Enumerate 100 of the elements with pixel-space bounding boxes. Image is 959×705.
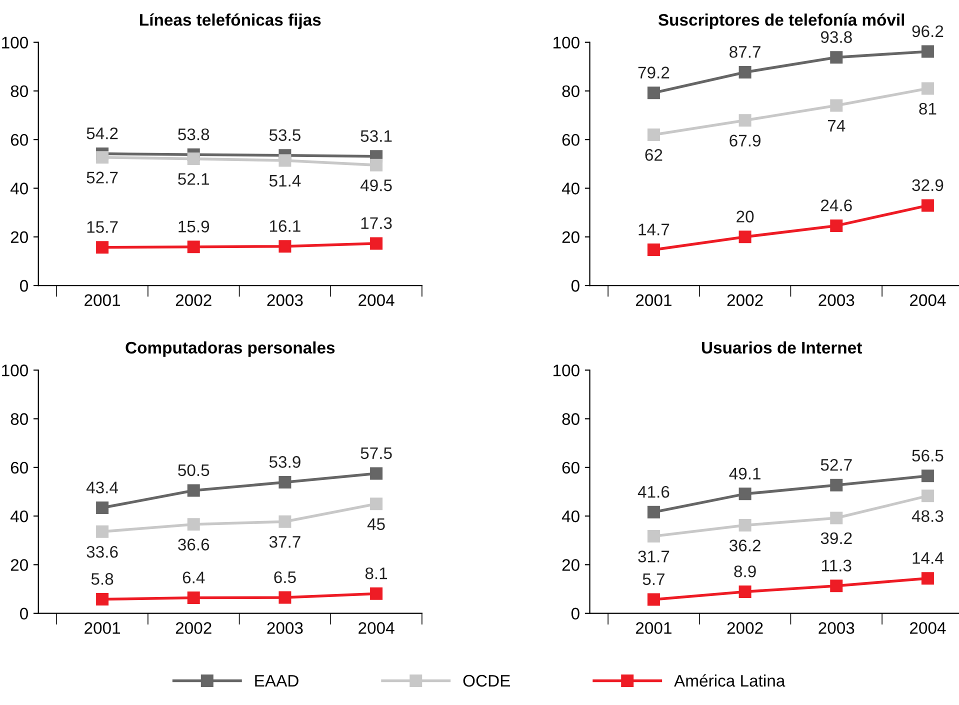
data-label: 5.8 [91,573,114,585]
data-label: 14.7 [638,224,670,236]
y-tick-label: 40 [10,182,28,194]
x-tick-label: 2001 [84,294,120,306]
point [187,518,200,531]
point [278,240,292,253]
point [921,199,934,212]
point [96,151,109,164]
point [96,241,109,254]
point [830,478,843,492]
point [370,158,383,172]
chart-title: Suscriptores de telefonía móvil [658,13,904,30]
point [187,484,200,497]
y-tick-label: 100 [554,36,580,49]
data-label: 43.4 [86,482,118,494]
point [830,51,843,64]
data-label: 52.7 [86,172,118,184]
data-label: 6.4 [182,572,205,584]
point [738,230,752,244]
y-tick-label: 60 [10,134,28,146]
point [830,512,843,524]
legend-label: EAAD [255,675,298,687]
point [647,506,660,518]
data-label: 53.1 [360,130,392,142]
y-tick-label: 20 [10,231,28,244]
data-label: 96.2 [912,25,944,38]
y-tick-label: 0 [571,608,580,620]
legend-label: América Latina [674,674,786,687]
data-label: 14.4 [912,552,944,564]
data-label: 56.5 [912,450,944,462]
y-tick-label: 40 [562,182,580,194]
point [647,593,660,606]
point [96,592,109,606]
data-label: 67.9 [730,134,760,147]
data-label: 20 [736,210,754,222]
point [738,585,752,598]
y-tick-label: 60 [562,462,580,474]
point [278,476,292,488]
point [278,154,292,167]
data-label: 45 [367,518,385,530]
data-label: 53.9 [269,456,300,468]
data-label: 15.9 [178,220,210,232]
data-label: 52.1 [178,173,210,185]
data-label: 33.6 [86,546,118,558]
y-tick-label: 80 [10,413,28,425]
x-tick-label: 2004 [358,622,394,634]
point [921,82,934,95]
point [647,244,660,256]
y-tick-label: 40 [562,510,580,522]
data-label: 93.8 [820,31,852,43]
point [830,219,843,232]
data-label: 36.2 [729,540,760,552]
point [738,66,752,78]
y-tick-label: 100 [2,36,28,49]
data-label: 11.3 [822,560,852,572]
y-tick-label: 0 [571,280,580,292]
point [187,152,200,166]
y-tick-label: 40 [10,510,28,522]
x-tick-label: 2001 [636,622,672,634]
point [370,237,383,250]
x-tick-label: 2002 [176,622,212,634]
data-label: 5.7 [642,573,664,586]
data-label: 52.7 [820,458,852,471]
data-label: 41.6 [638,486,670,498]
data-label: 8.1 [365,567,388,580]
point [370,498,383,510]
x-tick-label: 2002 [727,622,763,634]
point [921,572,934,585]
data-label: 31.7 [638,550,670,562]
point [187,240,200,254]
point [370,467,383,480]
x-tick-label: 2002 [176,294,212,306]
y-tick-label: 80 [562,413,580,425]
data-label: 51.4 [269,175,301,187]
y-tick-label: 100 [554,364,580,376]
data-label: 15.7 [87,221,118,233]
point [647,86,660,100]
data-label: 49.1 [729,468,760,480]
data-label: 79.2 [638,66,670,78]
x-tick-label: 2003 [267,622,303,634]
data-label: 16.1 [270,220,300,232]
y-tick-label: 0 [20,608,28,620]
data-label: 57.5 [360,447,392,460]
data-label: 49.5 [360,179,392,192]
x-tick-label: 2001 [84,622,120,634]
y-tick-label: 80 [562,85,580,98]
point [921,490,934,502]
data-label: 50.5 [178,464,210,476]
data-label: 54.2 [86,127,118,140]
data-label: 36.6 [178,538,210,550]
point [647,128,660,141]
point [370,587,383,600]
point [830,580,843,592]
point [921,470,934,482]
y-tick-label: 80 [10,85,28,98]
point [647,530,660,542]
y-tick-label: 20 [10,559,28,571]
legend-label: OCDE [463,674,510,687]
x-tick-label: 2004 [910,294,946,306]
point [830,99,843,112]
